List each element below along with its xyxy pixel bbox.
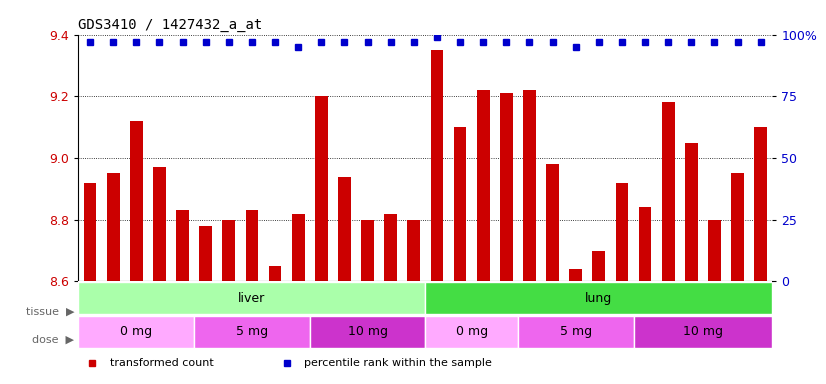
Bar [731, 174, 744, 281]
Bar [662, 103, 675, 281]
Bar [384, 214, 397, 281]
Bar [430, 50, 444, 281]
Bar [425, 282, 772, 314]
Text: 10 mg: 10 mg [683, 325, 723, 338]
Text: GDS3410 / 1427432_a_at: GDS3410 / 1427432_a_at [78, 18, 263, 32]
Bar [523, 90, 536, 281]
Text: tissue  ▶: tissue ▶ [26, 306, 74, 316]
Bar [315, 96, 328, 281]
Text: dose  ▶: dose ▶ [32, 334, 74, 344]
Bar [245, 210, 259, 281]
Bar [153, 167, 166, 281]
Bar [634, 316, 772, 348]
Bar [361, 220, 374, 281]
Bar [638, 207, 652, 281]
Bar [130, 121, 143, 281]
Bar [708, 220, 721, 281]
Text: liver: liver [239, 292, 265, 305]
Bar [754, 127, 767, 281]
Text: lung: lung [586, 292, 612, 305]
Bar [222, 220, 235, 281]
Bar [592, 250, 605, 281]
Bar [425, 316, 518, 348]
Bar [107, 174, 120, 281]
Bar [176, 210, 189, 281]
Text: 5 mg: 5 mg [236, 325, 268, 338]
Bar [83, 183, 97, 281]
Bar [78, 282, 425, 314]
Text: 10 mg: 10 mg [348, 325, 387, 338]
Bar [477, 90, 490, 281]
Bar [615, 183, 629, 281]
Bar [500, 93, 513, 281]
Text: 0 mg: 0 mg [456, 325, 487, 338]
Bar [453, 127, 467, 281]
Bar [546, 164, 559, 281]
Bar [199, 226, 212, 281]
Bar [268, 266, 282, 281]
Bar [685, 142, 698, 281]
Text: transformed count: transformed count [110, 358, 213, 368]
Bar [338, 177, 351, 281]
Text: 5 mg: 5 mg [560, 325, 591, 338]
Text: 0 mg: 0 mg [121, 325, 152, 338]
Bar [569, 269, 582, 281]
Bar [407, 220, 420, 281]
Bar [518, 316, 634, 348]
Bar [78, 316, 194, 348]
Bar [194, 316, 310, 348]
Text: percentile rank within the sample: percentile rank within the sample [304, 358, 491, 368]
Bar [310, 316, 425, 348]
Bar [292, 214, 305, 281]
